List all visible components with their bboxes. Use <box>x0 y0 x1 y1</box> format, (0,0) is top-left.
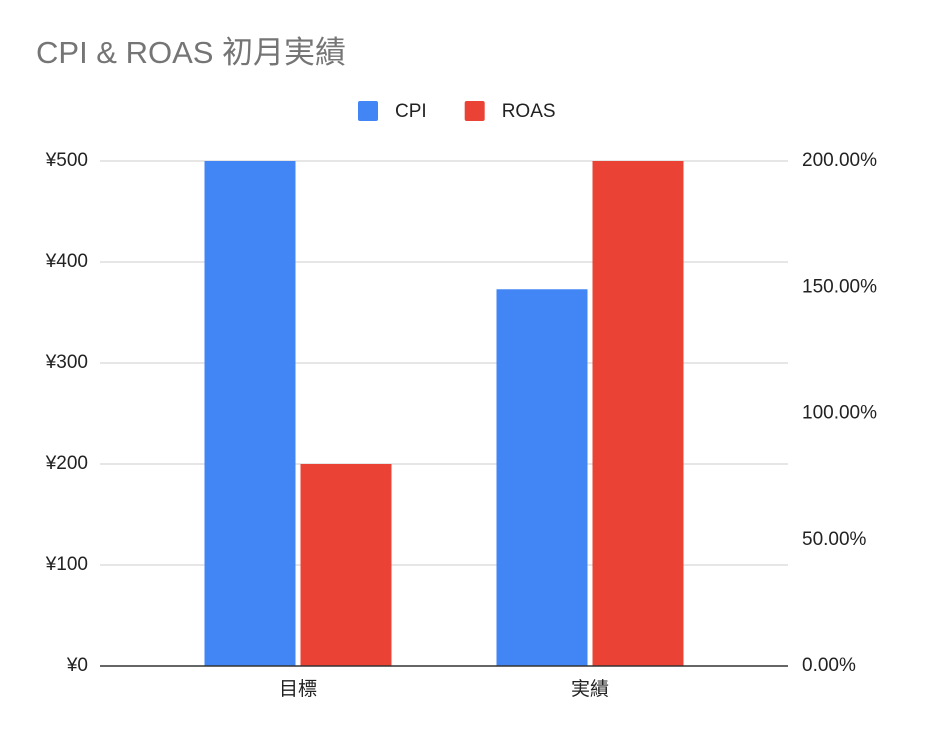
bar <box>300 464 392 666</box>
legend-label: ROAS <box>502 101 556 122</box>
bar <box>496 289 588 666</box>
y-tick-label: ¥200 <box>45 453 88 474</box>
legend-label: CPI <box>395 101 427 122</box>
y2-tick-label: 50.00% <box>802 529 867 550</box>
y2-tick-label: 0.00% <box>802 655 856 676</box>
bar <box>592 161 684 666</box>
y2-tick-label: 100.00% <box>802 403 877 424</box>
y2-tick-label: 200.00% <box>802 150 877 171</box>
x-tick-label: 実績 <box>571 678 609 700</box>
y-tick-label: ¥500 <box>45 150 88 171</box>
y-tick-label: ¥100 <box>45 554 88 575</box>
legend-swatch <box>358 101 378 121</box>
y-tick-label: ¥300 <box>45 352 88 373</box>
legend-swatch <box>464 101 485 121</box>
chart-title: CPI & ROAS 初月実績 <box>36 35 346 70</box>
bar <box>204 161 296 666</box>
y2-tick-label: 150.00% <box>802 276 877 297</box>
y-tick-label: ¥400 <box>45 251 88 272</box>
y-tick-label: ¥0 <box>66 655 88 676</box>
x-tick-label: 目標 <box>279 678 317 700</box>
